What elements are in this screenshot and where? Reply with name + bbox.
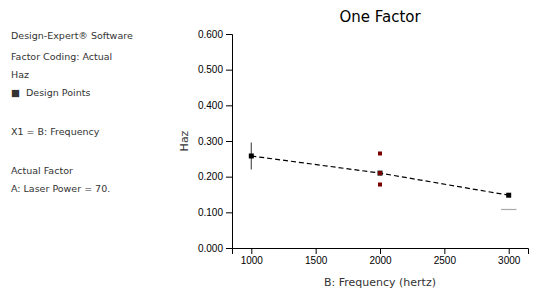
tick-mark [444,248,445,254]
tick: 0.000 [198,243,232,254]
tick-label: 0.000 [198,243,223,254]
tick: 3000 [498,248,521,266]
tick-mark [226,141,232,142]
annotation: Actual Factor [11,165,73,176]
tick-label: 0.600 [198,29,223,40]
series [378,151,382,186]
annotation: Factor Coding: Actual [11,51,112,62]
tick-mark [226,34,232,35]
marks [249,142,517,209]
tick: 1500 [305,248,328,266]
tick-mark [251,248,252,254]
x-axis: 1000 1500 2000 2500 3000 [233,248,529,266]
tick: 1000 [241,248,264,266]
tick: 0.600 [198,29,232,40]
tick-label: 0.500 [198,64,223,75]
x-axis-title: B: Frequency (hertz) [324,276,436,289]
annotation: Design-Expert® Software [11,30,133,41]
tick-label: 1000 [241,255,264,266]
tick-mark [226,177,232,178]
axis-line [226,35,233,249]
tick: 0.100 [198,207,232,218]
tick-label: 2000 [369,255,392,266]
tick: 0.300 [198,136,232,147]
axis-line [233,249,529,255]
y-axis-title: Haz [178,130,191,151]
title: One Factor [339,8,421,26]
tick-label: 1500 [305,255,328,266]
y-axis: 0.000 0.100 0.200 0.300 0.400 0.500 0.600 [198,29,233,254]
plot: 1000 1500 2000 2500 3000 0.000 0.100 0.200 0.300… [198,29,529,266]
tick-label: 0.300 [198,136,223,147]
tick-label: 0.400 [198,100,223,111]
tick: 0.500 [198,64,232,75]
tick-mark [226,248,232,249]
tick-mark [509,248,510,254]
chart: 1000 1500 2000 2500 3000 0.000 0.100 0.200 0.300… [0,0,550,300]
tick-label: 0.100 [198,207,223,218]
point [506,193,511,198]
line [251,156,508,195]
point [378,151,382,155]
point [378,171,383,176]
annotation: Haz [11,69,29,80]
tick-mark [226,212,232,213]
tick-mark [316,248,317,254]
annotation: X1 = B: Frequency [11,126,100,137]
tick: 0.200 [198,171,232,182]
annotation: A: Laser Power = 70. [11,183,110,194]
tick: 2000 [369,248,392,266]
annotation: ■ Design Points [11,87,90,98]
point [249,153,254,158]
point [378,183,382,187]
tick-label: 3000 [498,255,521,266]
point [378,171,382,175]
tick-mark [380,248,381,254]
tick: 2500 [434,248,457,266]
text-block: Design-Expert® Software Factor Coding: Ac… [11,30,133,194]
tick-label: 2500 [434,255,457,266]
tick-label: 0.200 [198,171,223,182]
series [501,209,516,210]
series [249,142,511,197]
line [501,209,516,210]
tick-mark [226,105,232,106]
tick: 0.400 [198,100,232,111]
tick-mark [226,70,232,71]
